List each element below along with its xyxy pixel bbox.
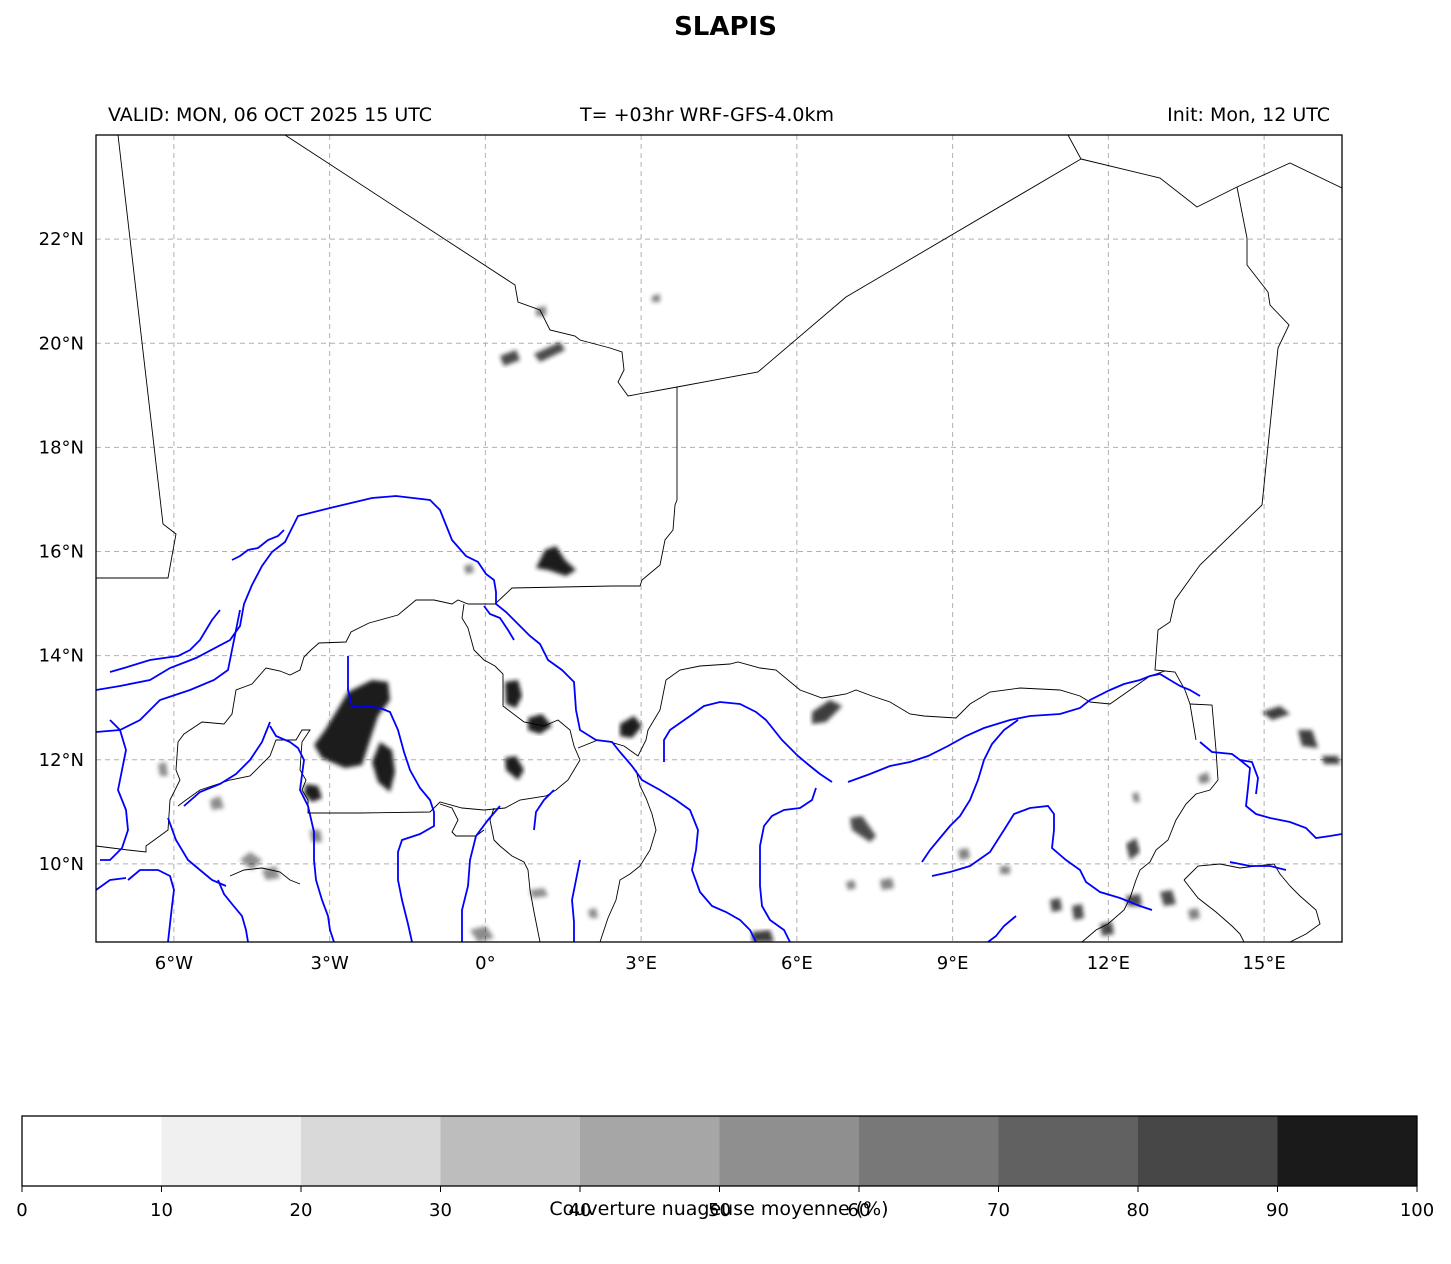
lat-tick-label: 22°N <box>39 229 84 250</box>
colorbar-tick-label: 20 <box>290 1200 313 1221</box>
lon-tick-label: 15°E <box>1242 953 1285 974</box>
colorbar-segment <box>1277 1116 1418 1186</box>
colorbar-tick-label: 80 <box>1127 1200 1150 1221</box>
lat-tick-label: 14°N <box>39 646 84 667</box>
cloud-patch-benin-north <box>505 756 524 780</box>
cloud-patch-niger-west-2 <box>528 714 552 734</box>
lon-tick-label: 0° <box>475 953 495 974</box>
lon-tick-label: 3°E <box>625 953 657 974</box>
colorbar-tick-label: 50 <box>708 1200 731 1221</box>
map-title: SLAPIS <box>674 12 777 42</box>
cloud-patch-burkina <box>314 680 390 768</box>
cloud-patch-nigeria-center <box>850 816 876 842</box>
colorbar-tick-label: 60 <box>848 1200 871 1221</box>
colorbar-segment <box>719 1116 860 1186</box>
country-borders <box>96 135 1342 942</box>
colorbar-segment <box>859 1116 999 1186</box>
cloud-patch-sw-burkina <box>304 784 322 802</box>
init-time-label: Init: Mon, 12 UTC <box>1167 104 1330 126</box>
cloud-patch-mali-north <box>536 546 576 576</box>
cloud-patch-chad-west <box>1262 706 1340 764</box>
colorbar: 0 10 20 30 40 50 60 70 80 90 100 <box>16 1115 1434 1221</box>
lon-tick-label: 3°W <box>311 953 349 974</box>
cloud-patch-ghana <box>470 888 598 942</box>
colorbar-tick-label: 10 <box>150 1200 173 1221</box>
colorbar-segment <box>22 1116 162 1186</box>
cloud-patch-niger-east <box>812 700 842 724</box>
lat-tick-label: 18°N <box>39 437 84 458</box>
colorbar-segment <box>580 1116 720 1186</box>
lon-tick-label: 6°E <box>781 953 813 974</box>
colorbar-segment <box>301 1116 441 1186</box>
map-frame <box>95 134 1343 943</box>
colorbar-tick-label: 30 <box>429 1200 452 1221</box>
cloud-patch-ivory-coast <box>158 762 280 880</box>
colorbar-segment <box>161 1116 302 1186</box>
cloud-patch-misc <box>310 294 1210 920</box>
lat-tick-label: 10°N <box>39 854 84 875</box>
cloud-patch-niger-west <box>505 680 522 708</box>
cloud-patch-cameroon-north <box>1126 838 1140 860</box>
colorbar-segment <box>998 1116 1139 1186</box>
colorbar-segment <box>440 1116 581 1186</box>
cloud-patch-cameroon-south <box>1050 890 1176 936</box>
colorbar-segment <box>1138 1116 1278 1186</box>
lat-tick-label: 16°N <box>39 542 84 563</box>
map-gridlines <box>96 135 1342 942</box>
forecast-step-label: T= +03hr WRF-GFS-4.0km <box>580 104 834 126</box>
valid-time-label: VALID: MON, 06 OCT 2025 15 UTC <box>108 104 433 126</box>
cloud-patch-niger-south <box>620 716 642 738</box>
cloud-patch-burkina-east <box>372 742 395 792</box>
cloud-patch-nigeria-south <box>752 930 774 942</box>
lon-tick-label: 9°E <box>937 953 969 974</box>
lon-tick-label: 6°W <box>155 953 193 974</box>
colorbar-tick-label: 90 <box>1266 1200 1289 1221</box>
latitude-axis: 10°N 12°N 14°N 16°N 18°N 20°N 22°N <box>39 229 84 875</box>
cloud-patch-mali-desert <box>500 342 565 366</box>
longitude-axis: 6°W 3°W 0° 3°E 6°E 9°E 12°E 15°E <box>155 953 1286 974</box>
colorbar-tick-label: 0 <box>16 1200 27 1221</box>
lat-tick-label: 20°N <box>39 333 84 354</box>
colorbar-label: Couverture nuageuse moyenne (%) <box>549 1198 889 1220</box>
colorbar-tick-label: 70 <box>987 1200 1010 1221</box>
cloud-cover-layer <box>158 294 1340 942</box>
colorbar-tick-label: 100 <box>1400 1200 1434 1221</box>
colorbar-tick-label: 40 <box>569 1200 592 1221</box>
lat-tick-label: 12°N <box>39 750 84 771</box>
lon-tick-label: 12°E <box>1087 953 1130 974</box>
rivers <box>96 495 1342 942</box>
